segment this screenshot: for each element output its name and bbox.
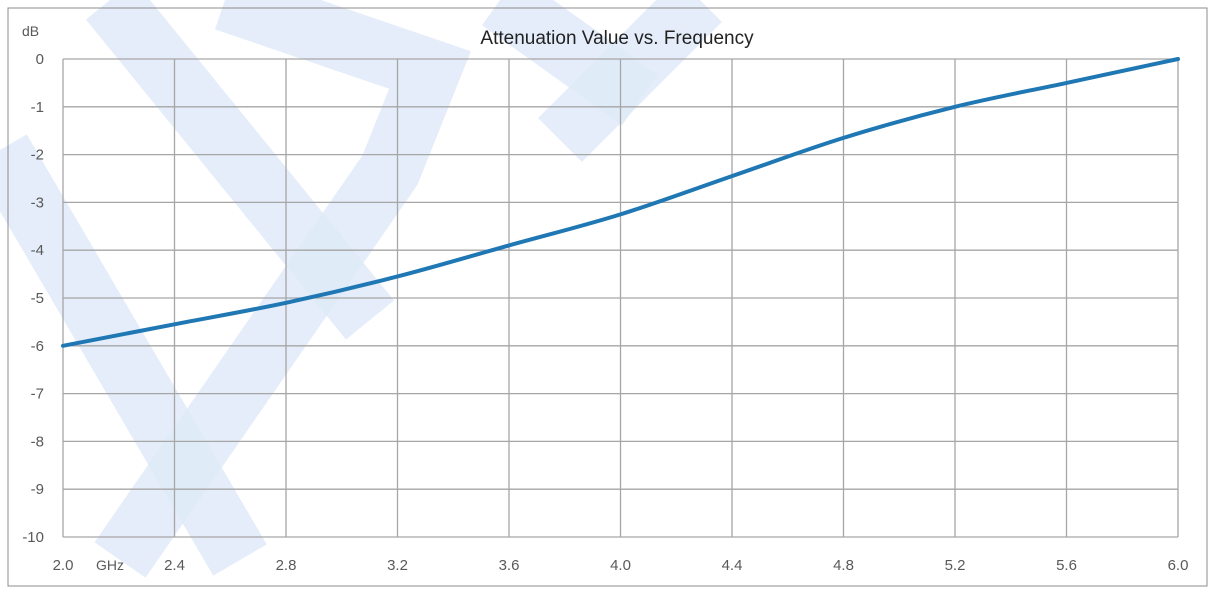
x-tick-label: 2.4 [164, 557, 185, 574]
y-tick-label: -7 [31, 386, 44, 403]
x-tick-label: 5.2 [945, 557, 966, 574]
chart-frame [7, 7, 1208, 587]
y-tick-label: -8 [31, 433, 44, 450]
y-axis-ticks: 0 -1 -2 -3 -4 -5 -6 -7 -8 -9 -10 [22, 51, 44, 546]
y-tick-label: 0 [36, 51, 44, 68]
attenuation-series-line [61, 57, 1180, 348]
y-tick-label: -2 [31, 147, 44, 164]
y-tick-label: -10 [22, 529, 44, 546]
y-unit-label: dB [22, 23, 39, 39]
x-tick-label: 3.6 [499, 557, 520, 574]
x-unit-label: GHz [96, 557, 124, 573]
chart-title: Attenuation Value vs. Frequency [480, 28, 754, 49]
x-tick-label: 2.8 [276, 557, 297, 574]
watermark-stroke [0, 134, 267, 576]
x-tick-label: 6.0 [1168, 557, 1189, 574]
watermark-stroke [94, 0, 471, 578]
y-tick-label: -3 [31, 194, 44, 211]
x-tick-label: 3.2 [387, 557, 408, 574]
y-tick-label: -9 [31, 481, 44, 498]
x-tick-label: 5.6 [1056, 557, 1077, 574]
y-tick-label: -4 [31, 242, 44, 259]
x-tick-label: 4.0 [610, 557, 631, 574]
y-tick-label: -5 [31, 290, 44, 307]
x-tick-label: 4.8 [833, 557, 854, 574]
x-axis-ticks: 2.0 2.4 2.8 3.2 3.6 4.0 4.4 4.8 5.2 5.6 6.0 [53, 557, 1189, 574]
watermark-stroke [538, 0, 722, 162]
y-tick-label: -1 [31, 99, 44, 116]
series-layer [61, 57, 1180, 348]
watermark-logo [0, 0, 722, 578]
x-tick-label: 2.0 [53, 557, 74, 574]
y-tick-label: -6 [31, 338, 44, 355]
x-tick-label: 4.4 [722, 557, 743, 574]
